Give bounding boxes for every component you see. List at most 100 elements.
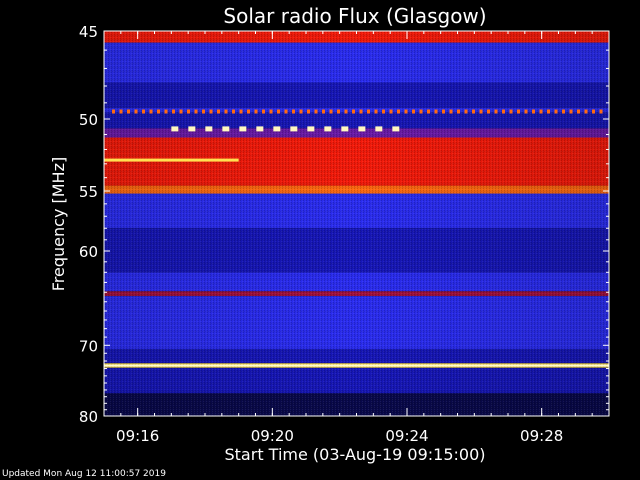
dashed-line-49.5-dash (427, 109, 430, 114)
dashed-line-50.6-dash (358, 126, 366, 132)
line-72-core (104, 364, 609, 367)
dashed-line-49.5-dash (277, 109, 280, 114)
dashed-line-49.5-dash (127, 109, 130, 114)
dashed-line-49.5-dash (119, 109, 123, 114)
dashed-line-49.5-dash (457, 109, 460, 114)
y-axis-label: Frequency [MHz] (49, 157, 68, 291)
dashed-line-50.6-dash (307, 126, 315, 132)
dashed-line-49.5-dash (449, 109, 453, 114)
dashed-line-49.5-dash (254, 109, 258, 114)
dashed-line-50.6-dash (256, 126, 264, 132)
line-52.7 (104, 158, 239, 162)
dashed-line-49.5-dash (329, 109, 333, 114)
dashed-line-49.5-dash (584, 109, 588, 114)
dashed-line-49.5-dash (344, 109, 348, 114)
texture-shade (104, 31, 609, 416)
dashed-line-49.5-dash (442, 109, 445, 114)
dashed-line-49.5-dash (554, 109, 558, 114)
dashed-line-49.5-dash (472, 109, 475, 114)
dashed-line-49.5-dash (502, 109, 505, 114)
dashed-line-49.5-dash (509, 109, 513, 114)
dashed-line-50.6-dash (239, 126, 247, 132)
y-axis: 45 50 55 60 70 80 (79, 23, 609, 426)
dashed-line-49.5-dash (217, 109, 220, 114)
dashed-line-49.5-dash (569, 109, 573, 114)
y-tick-label: 70 (79, 337, 98, 355)
dashed-line-49.5-dash (314, 109, 318, 114)
dashed-line-49.5-dash (299, 109, 303, 114)
dashed-line-49.5-dash (352, 109, 355, 114)
plot-area (104, 31, 609, 416)
dashed-line-49.5-dash (577, 109, 580, 114)
dashed-line-49.5-dash (517, 109, 520, 114)
y-tick-label: 60 (79, 243, 98, 261)
dashed-line-49.5-dash (374, 109, 378, 114)
dashed-line-49.5-dash (389, 109, 393, 114)
dashed-line-49.5-dash (419, 109, 423, 114)
dashed-line-49.5-dash (112, 109, 115, 114)
x-axis-label: Start Time (03-Aug-19 09:15:00) (225, 445, 486, 464)
dashed-line-49.5-dash (412, 109, 415, 114)
dashed-line-50.6-dash (341, 126, 349, 132)
dashed-line-49.5-dash (202, 109, 205, 114)
dashed-line-49.5-dash (149, 109, 153, 114)
dashed-line-50.6-dash (290, 126, 298, 132)
x-axis: 09:16 09:20 09:24 09:28 (103, 31, 610, 445)
dashed-line-49.5-dash (562, 109, 565, 114)
dashed-line-49.5-dash (539, 109, 543, 114)
dashed-line-50.6-dash (171, 126, 179, 132)
dashed-line-49.5-dash (337, 109, 340, 114)
dashed-line-49.5-dash (487, 109, 490, 114)
dashed-line-50.6-dash (222, 126, 230, 132)
dashed-line-49.5-dash (464, 109, 468, 114)
dashed-line-49.5-dash (194, 109, 198, 114)
dashed-line-50.6-dash (188, 126, 196, 132)
dashed-line-50.6-dash (273, 126, 281, 132)
y-tick-label: 80 (79, 408, 98, 426)
dashed-line-49.5-dash (262, 109, 265, 114)
dashed-line-49.5-dash (547, 109, 550, 114)
dashed-line-49.5-dash (292, 109, 295, 114)
dashed-line-49.5-dash (142, 109, 145, 114)
dashed-line-49.5-dash (224, 109, 228, 114)
dashed-line-49.5-dash (322, 109, 325, 114)
dashed-line-49.5-dash (404, 109, 408, 114)
dashed-line-50.6-dash (324, 126, 332, 132)
chart-title: Solar radio Flux (Glasgow) (223, 4, 486, 28)
dashed-line-49.5-dash (239, 109, 243, 114)
dashed-line-49.5-dash (494, 109, 498, 114)
dashed-line-49.5-dash (592, 109, 595, 114)
dashed-line-49.5-dash (284, 109, 288, 114)
dashed-line-49.5-dash (382, 109, 385, 114)
dashed-line-49.5-dash (524, 109, 528, 114)
dashed-line-49.5-dash (269, 109, 273, 114)
dashed-line-49.5-dash (247, 109, 250, 114)
x-tick-label: 09:28 (520, 427, 563, 445)
dashed-line-49.5-dash (232, 109, 235, 114)
x-tick-label: 09:16 (116, 427, 159, 445)
dashed-line-49.5-dash (134, 109, 138, 114)
dashed-line-49.5-dash (359, 109, 363, 114)
dashed-line-49.5-dash (367, 109, 370, 114)
dashed-line-49.5-dash (209, 109, 213, 114)
dashed-line-49.5-dash (397, 109, 400, 114)
dashed-line-49.5-dash (599, 109, 603, 114)
dashed-line-50.6-dash (392, 126, 400, 132)
x-tick-label: 09:20 (251, 427, 294, 445)
dashed-line-49.5-dash (307, 109, 310, 114)
dashed-line-49.5-dash (479, 109, 483, 114)
dashed-line-49.5-dash (157, 109, 160, 114)
dashed-line-49.5-dash (179, 109, 183, 114)
dashed-line-49.5-dash (164, 109, 168, 114)
x-tick-label: 09:24 (385, 427, 428, 445)
y-tick-label: 55 (79, 183, 98, 201)
dashed-line-49.5-dash (187, 109, 190, 114)
dashed-line-50.6-dash (375, 126, 383, 132)
dashed-line-49.5-dash (172, 109, 175, 114)
y-tick-label: 50 (79, 111, 98, 129)
dashed-line-50.6-dash (205, 126, 213, 132)
updated-timestamp: Updated Mon Aug 12 11:00:57 2019 (2, 469, 166, 479)
y-tick-label: 45 (79, 23, 98, 41)
dashed-line-49.5-dash (434, 109, 438, 114)
